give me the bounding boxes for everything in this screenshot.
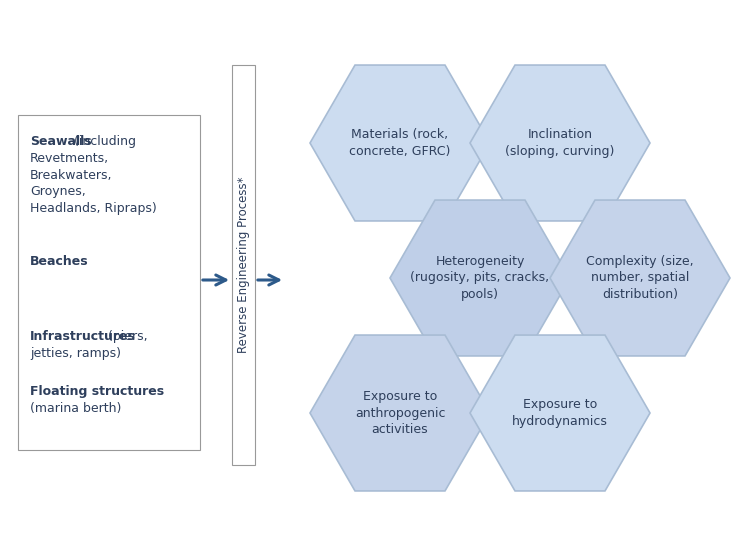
Text: Seawalls: Seawalls [30,135,92,148]
Text: Materials (rock,
concrete, GFRC): Materials (rock, concrete, GFRC) [350,128,450,158]
Text: Exposure to
hydrodynamics: Exposure to hydrodynamics [512,398,608,428]
Bar [232,65,255,465]
Text: jetties, ramps): jetties, ramps) [30,347,121,360]
Text: Complexity (size,
number, spatial
distribution): Complexity (size, number, spatial distri… [586,255,694,301]
Bar [18,115,200,450]
Text: Infrastructures (piers,: Infrastructures (piers, [30,330,166,343]
Text: Floating structures: Floating structures [30,385,164,398]
Polygon shape [550,200,730,356]
Text: (piers,: (piers, [105,330,148,343]
Text: Revetments,: Revetments, [30,152,109,165]
Text: Groynes,: Groynes, [30,185,86,198]
Text: (marina berth): (marina berth) [30,402,121,415]
Text: Exposure to
anthropogenic
activities: Exposure to anthropogenic activities [355,390,445,436]
Polygon shape [470,335,650,491]
Text: Beaches: Beaches [30,255,89,268]
Polygon shape [310,335,490,491]
Polygon shape [310,65,490,221]
Polygon shape [470,65,650,221]
Text: Reverse Engineering Process*: Reverse Engineering Process* [237,177,250,353]
Text: Heterogeneity
(rugosity, pits, cracks,
pools): Heterogeneity (rugosity, pits, cracks, p… [410,255,550,301]
Text: Inclination
(sloping, curving): Inclination (sloping, curving) [505,128,615,158]
Text: (including: (including [69,135,136,148]
Text: Breakwaters,: Breakwaters, [30,169,113,181]
Text: Headlands, Ripraps): Headlands, Ripraps) [30,202,157,215]
Polygon shape [390,200,570,356]
Text: Seawalls (including: Seawalls (including [30,135,151,148]
Text: Infrastructures: Infrastructures [30,330,136,343]
